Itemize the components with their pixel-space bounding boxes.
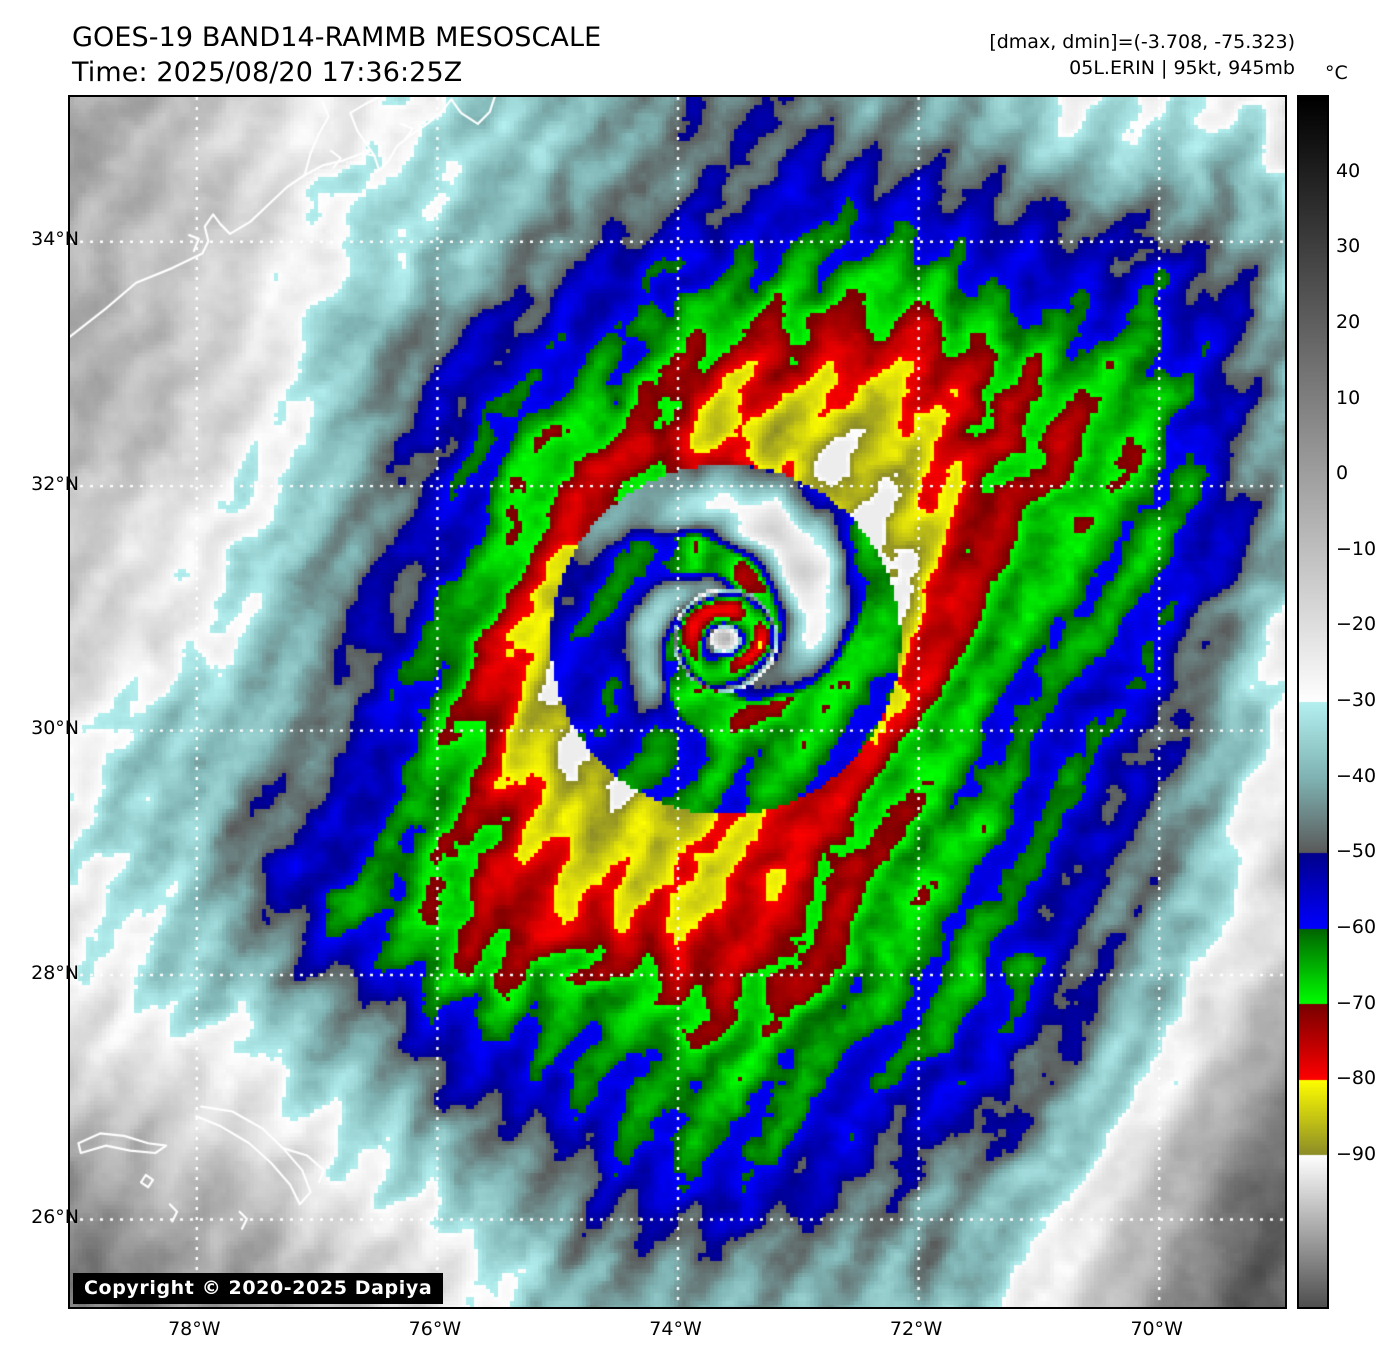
colorbar-tick-label: 40 xyxy=(1336,159,1361,182)
temperature-colorbar xyxy=(1297,95,1329,1309)
colorbar-tick-label: −10 xyxy=(1336,537,1377,560)
satellite-infrared-image xyxy=(70,97,1285,1307)
dmax-dmin-label: [dmax, dmin]=(-3.708, -75.323) xyxy=(989,31,1295,53)
copyright-watermark: Copyright © 2020-2025 Dapiya xyxy=(73,1273,444,1304)
colorbar-tick-label: −40 xyxy=(1336,764,1377,787)
colorbar-tick-label: −50 xyxy=(1336,840,1377,863)
latitude-tick-label: 32°N xyxy=(31,472,79,495)
latitude-tick-label: 28°N xyxy=(31,961,79,984)
metadata-block: [dmax, dmin]=(-3.708, -75.323) 05L.ERIN … xyxy=(989,30,1295,81)
timestamp-label: Time: 2025/08/20 17:36:25Z xyxy=(72,57,463,89)
colorbar-unit-label: °C xyxy=(1325,62,1348,84)
colorbar-tick-label: −80 xyxy=(1336,1067,1377,1090)
colorbar-tick-label: 30 xyxy=(1336,235,1361,258)
colorbar-tick-label: −60 xyxy=(1336,915,1377,938)
title-block: GOES-19 BAND14-RAMMB MESOSCALE Time: 202… xyxy=(72,20,601,90)
colorbar-tick-label: 10 xyxy=(1336,386,1361,409)
colorbar-tick-label: 0 xyxy=(1336,462,1349,485)
latitude-tick-label: 30°N xyxy=(31,717,79,740)
longitude-tick-label: 78°W xyxy=(168,1318,221,1340)
longitude-tick-label: 74°W xyxy=(649,1318,702,1340)
colorbar-tick-label: −20 xyxy=(1336,613,1377,636)
colorbar-tick-label: 20 xyxy=(1336,310,1361,333)
page-title: GOES-19 BAND14-RAMMB MESOSCALE xyxy=(72,22,602,53)
colorbar-tick-label: −30 xyxy=(1336,689,1377,711)
latitude-tick-label: 26°N xyxy=(31,1206,79,1228)
longitude-tick-label: 72°W xyxy=(889,1318,943,1340)
colorbar-tick-label: −90 xyxy=(1336,1142,1377,1165)
latitude-tick-label: 34°N xyxy=(31,228,79,251)
colorbar-gradient xyxy=(1299,97,1327,1307)
colorbar-tick-label: −70 xyxy=(1336,991,1377,1014)
longitude-tick-label: 76°W xyxy=(408,1318,462,1340)
longitude-tick-label: 70°W xyxy=(1130,1318,1183,1340)
storm-info-label: 05L.ERIN | 95kt, 945mb xyxy=(1069,56,1295,79)
satellite-image-plot: Copyright © 2020-2025 Dapiya xyxy=(68,95,1287,1309)
